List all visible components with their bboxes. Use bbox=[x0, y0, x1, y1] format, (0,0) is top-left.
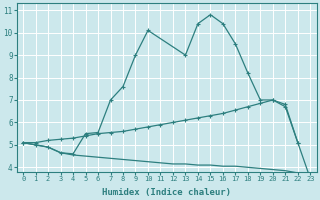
X-axis label: Humidex (Indice chaleur): Humidex (Indice chaleur) bbox=[102, 188, 231, 197]
